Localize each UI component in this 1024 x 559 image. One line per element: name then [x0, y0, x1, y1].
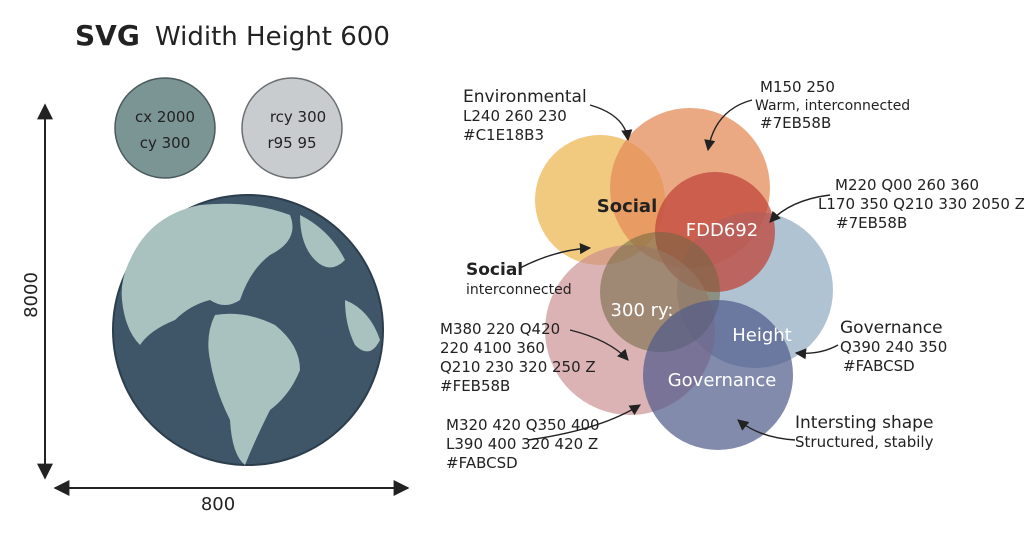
- venn-label: FDD692: [686, 220, 758, 241]
- circle-1: [114, 77, 216, 179]
- subtitle: Widith Height 600: [155, 22, 390, 52]
- venn-label: 300 ry:: [611, 300, 674, 321]
- venn: [535, 108, 833, 450]
- callout-line: #7EB58B: [836, 214, 907, 232]
- callout-line: #FABCSD: [843, 357, 915, 375]
- circle-1-line: cy 300: [140, 134, 191, 152]
- width-label: 800: [201, 494, 235, 515]
- callout-line: #7EB58B: [760, 114, 831, 132]
- circle-2: [241, 77, 343, 179]
- circle-1-line: cx 2000: [135, 108, 195, 126]
- globe: [112, 194, 384, 466]
- callout-line: #FEB58B: [440, 377, 510, 395]
- title: SVG: [75, 19, 140, 52]
- callout-arrows: [519, 99, 839, 441]
- venn-label: Governance: [668, 370, 777, 391]
- callout-line: M320 420 Q350 400: [446, 416, 600, 434]
- venn-circle: [643, 300, 793, 450]
- callout-line: Q390 240 350: [840, 338, 947, 356]
- callout-title: Social: [466, 260, 523, 280]
- circle-2-line: r95 95: [267, 134, 316, 152]
- callout-line: M380 220 Q420: [440, 320, 560, 338]
- callout-line: #C1E18B3: [463, 126, 544, 144]
- callout-line: Warm, interconnected: [755, 98, 910, 114]
- callout-line: #FABCSD: [446, 454, 518, 472]
- height-label: 8000: [21, 272, 42, 318]
- venn-label: Social: [597, 196, 658, 217]
- venn-label: Height: [732, 325, 792, 346]
- callout-line: M220 Q00 260 360: [835, 176, 979, 194]
- callout-line: L390 400 320 420 Z: [446, 435, 598, 453]
- callout-title: Environmental: [463, 87, 587, 107]
- callout-title: Governance: [840, 318, 943, 338]
- callout-line: 220 4100 360: [440, 339, 545, 357]
- circle-2-line: rcy 300: [270, 108, 326, 126]
- callout-title: Intersting shape: [795, 413, 933, 433]
- callout-line: Q210 230 320 250 Z: [440, 358, 596, 376]
- callout-line: M150 250: [760, 78, 835, 96]
- callout-line: L170 350 Q210 330 2050 Z: [818, 195, 1024, 213]
- callout-line: L240 260 230: [463, 107, 567, 125]
- callout-line: Structured, stabily: [795, 433, 934, 451]
- callout-line: interconnected: [466, 282, 572, 298]
